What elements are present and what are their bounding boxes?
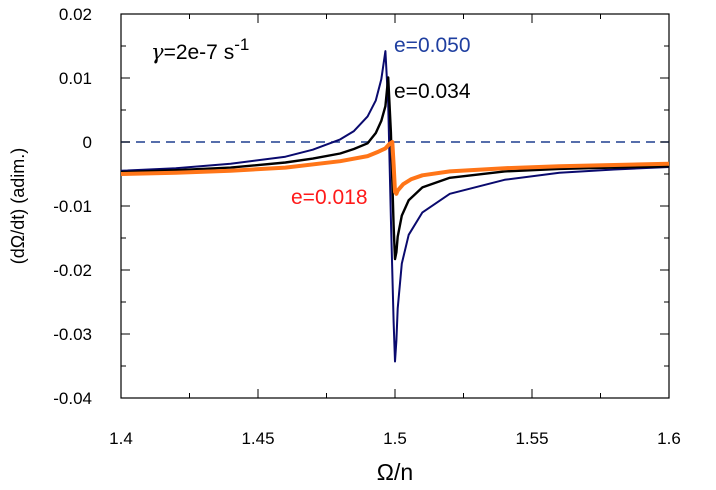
x-tick-label: 1.45 [241,429,274,448]
y-tick-label: -0.04 [53,389,92,408]
y-tick-label: 0 [83,133,92,152]
gamma-symbol: γ [151,40,164,64]
gamma-annotation: γ=2e-7 s-1 [151,35,249,64]
y-tick-label: -0.03 [53,325,92,344]
x-tick-label: 1.55 [515,429,548,448]
x-tick-label: 1.5 [383,429,407,448]
x-tick-label: 1.4 [109,429,133,448]
y-tick-label: 0.02 [59,5,92,24]
gamma-value: =2e-7 s [164,41,235,64]
tick-marks [120,13,670,399]
y-tick-label: -0.02 [53,261,92,280]
y-tick-label: -0.01 [53,197,92,216]
x-tick-label: 1.6 [657,429,681,448]
y-axis-title: (dΩ/dt) (adim.) [8,148,28,264]
x-axis-title: Ω/n [377,459,413,485]
series-line-e-0-018 [120,140,670,196]
series-label-e-0-018: e=0.018 [291,186,368,209]
series-line-e-0-034 [120,76,670,261]
y-tick-label: 0.01 [59,69,92,88]
series-line-e-0-050 [120,50,670,363]
series-label-e-0-034: e=0.034 [394,80,471,103]
x-tick-labels: 1.4 1.45 1.5 1.55 1.6 [109,429,681,448]
gamma-exponent: -1 [234,35,249,54]
series-layer [120,50,670,363]
y-tick-labels: 0.02 0.01 0 -0.01 -0.02 -0.03 -0.04 [53,5,92,408]
series-label-e-0-050: e=0.050 [394,34,471,57]
